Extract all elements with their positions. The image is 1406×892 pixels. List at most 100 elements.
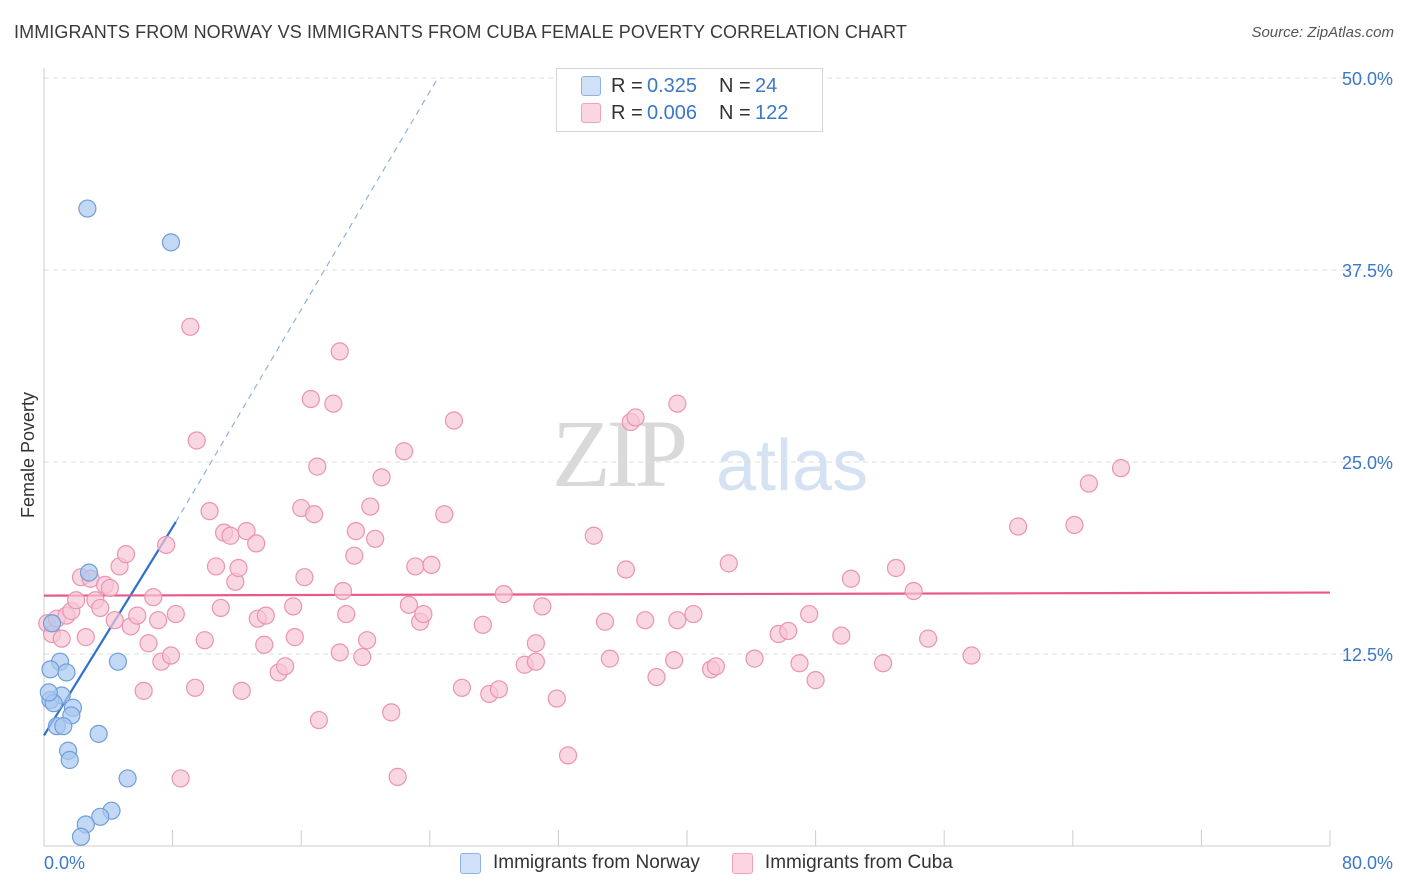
norway-point [39, 683, 58, 702]
cuba-point [134, 681, 153, 700]
legend-row-cuba: R = 0.006 N = 122 [581, 100, 788, 126]
cuba-point [706, 657, 726, 676]
legend-item-norway[interactable]: Immigrants from Norway [460, 852, 700, 874]
y-tick-label: 50.0% [1342, 69, 1393, 89]
y-tick-label: 37.5% [1342, 261, 1393, 281]
cuba-point [647, 667, 666, 687]
cuba-point [105, 611, 124, 630]
cuba-point [166, 604, 185, 624]
legend-label-cuba: Immigrants from Cuba [764, 852, 953, 873]
correlation-legend: R = 0.325 N = 24 R = 0.006 N = 122 [556, 68, 823, 132]
cuba-point [144, 588, 163, 607]
cuba-point [91, 598, 110, 618]
cuba-point [157, 535, 176, 555]
cuba-point [337, 604, 356, 624]
norway-point [161, 233, 181, 252]
watermark-zip: ZIP [552, 400, 688, 507]
cuba-point [308, 457, 327, 476]
norway-point [89, 724, 108, 743]
cuba-point [171, 769, 190, 788]
y-axis-label: Female Poverty [18, 392, 38, 518]
axes [43, 68, 1331, 847]
cuba-point [247, 534, 266, 553]
legend-r-label: R = [611, 101, 643, 124]
legend-item-cuba[interactable]: Immigrants from Cuba [731, 852, 953, 874]
cuba-point [719, 554, 738, 573]
cuba-point [256, 606, 275, 625]
legend-swatch-cuba [581, 103, 601, 123]
cuba-point [195, 631, 214, 650]
cuba-point [330, 643, 349, 662]
cuba-point [304, 505, 324, 524]
cuba-point [684, 604, 703, 624]
cuba-point [206, 557, 226, 576]
cuba-point [489, 680, 509, 699]
cuba-point [255, 635, 274, 654]
cuba-point [779, 621, 798, 641]
x-tick-label: 0.0% [44, 853, 85, 873]
cuba-point [745, 649, 764, 668]
cuba-point [388, 767, 407, 786]
norway-point [91, 807, 110, 826]
legend-swatch-cuba [731, 852, 753, 874]
cuba-point [452, 678, 472, 697]
cuba-point [100, 578, 120, 598]
legend-n-value: 122 [755, 101, 789, 124]
legend-n-label: N = [719, 101, 751, 124]
cuba-point [406, 557, 425, 576]
norway-trend-extension [175, 77, 439, 523]
legend-n-label: N = [719, 74, 751, 97]
cuba-point [962, 646, 981, 665]
legend-swatch-norway [460, 852, 481, 874]
cuba-point [200, 502, 219, 521]
cuba-point [526, 634, 545, 653]
legend-row-norway: R = 0.325 N = 24 [581, 73, 777, 99]
legend-swatch-norway [581, 76, 601, 96]
norway-point [71, 827, 91, 846]
cuba-point [919, 629, 938, 648]
cuba-point [595, 612, 615, 631]
series-legend: Immigrants from Norway Immigrants from C… [460, 852, 985, 874]
cuba-point [558, 746, 578, 765]
cuba-point [366, 529, 385, 548]
cuba-point [221, 526, 240, 545]
cuba-point [116, 545, 136, 564]
cuba-point [626, 408, 645, 427]
norway-point [108, 652, 128, 671]
watermark-atlas: atlas [716, 426, 869, 506]
cuba-point [187, 431, 206, 450]
cuba-point [345, 546, 364, 565]
legend-n-value: 24 [755, 74, 778, 97]
y-tick-label: 12.5% [1342, 645, 1393, 665]
x-tick-label: 80.0% [1342, 853, 1393, 873]
cuba-point [186, 678, 205, 697]
cuba-point [285, 628, 304, 647]
cuba-point [52, 629, 71, 648]
norway-point [78, 199, 97, 218]
cuba-point [399, 595, 419, 614]
cuba-point [237, 522, 256, 541]
legend-label-norway: Immigrants from Norway [493, 852, 700, 873]
cuba-point [422, 555, 441, 575]
legend-r-value: 0.006 [647, 101, 698, 124]
cuba-trend-line [43, 591, 1331, 597]
cuba-point [330, 342, 349, 361]
cuba-point [295, 568, 314, 587]
norway-point [60, 750, 79, 770]
norway-point [41, 660, 60, 679]
cuba-point [874, 654, 893, 673]
cuba-point [473, 615, 492, 634]
cuba-point [149, 611, 168, 630]
cuba-point [181, 317, 200, 336]
chart-title: IMMIGRANTS FROM NORWAY VS IMMIGRANTS FRO… [14, 22, 907, 42]
cuba-point [832, 626, 851, 645]
cuba-point [161, 646, 181, 665]
cuba-point [636, 611, 655, 630]
norway-point [79, 563, 99, 582]
cuba-point [301, 389, 320, 409]
norway-point [57, 663, 76, 682]
cuba-point [547, 689, 566, 708]
cuba-point [668, 611, 687, 630]
cuba-point [665, 651, 684, 670]
